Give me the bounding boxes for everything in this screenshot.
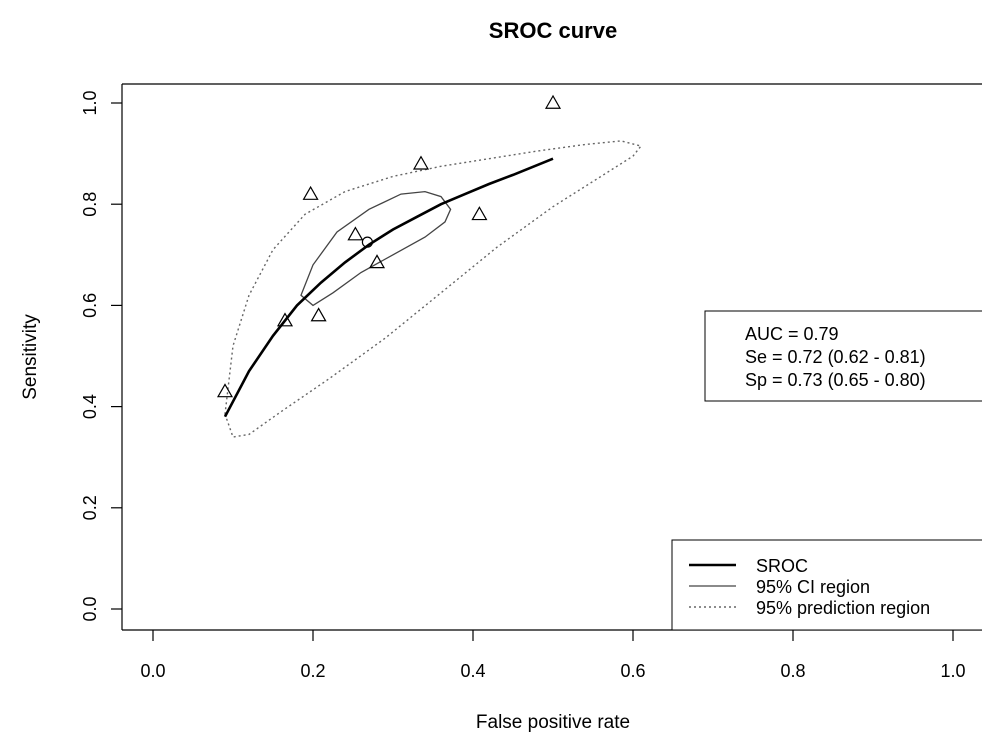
y-tick-label-2: 0.4 [80,394,100,419]
y-tick-label-0: 0.0 [80,596,100,621]
study-point-3 [310,307,327,322]
x-tick-label-0: 0.0 [140,661,165,681]
legend-frame [671,539,982,631]
study-point-8 [544,94,562,109]
study-point-0 [216,383,234,398]
y-axis: 0.0 0.2 0.4 0.6 0.8 1.0 [80,90,122,622]
stats-se: Se = 0.72 (0.62 - 0.81) [745,347,926,367]
x-tick-label-2: 0.4 [460,661,485,681]
legend-label-prediction: 95% prediction region [756,598,930,618]
stats-sp: Sp = 0.73 (0.65 - 0.80) [745,370,926,390]
chart-title: SROC curve [489,18,617,43]
legend-label-sroc: SROC [756,556,808,576]
study-point-7 [471,206,488,221]
x-axis-label: False positive rate [476,712,630,733]
x-axis: 0.0 0.2 0.4 0.6 0.8 1.0 [140,630,966,681]
study-point-1 [276,312,294,327]
stats-box-frame [704,310,982,402]
ci-region-line [300,190,452,307]
summary-point [361,236,373,248]
prediction-region-line [224,140,643,438]
y-axis-label: Sensitivity [20,314,41,400]
study-point-2 [302,185,319,200]
stats-box: AUC = 0.79 Se = 0.72 (0.62 - 0.81) Sp = … [704,310,982,402]
study-point-5 [368,254,386,269]
x-tick-label-5: 1.0 [940,661,965,681]
stats-auc: AUC = 0.79 [745,324,839,344]
study-point-6 [412,155,430,170]
study-point-4 [347,226,364,241]
legend-label-ci: 95% CI region [756,577,870,597]
sroc-curve-line [223,157,554,418]
y-tick-label-3: 0.6 [80,293,100,318]
x-tick-label-4: 0.8 [780,661,805,681]
regions [223,140,643,438]
x-tick-label-1: 0.2 [300,661,325,681]
x-tick-label-3: 0.6 [620,661,645,681]
y-tick-label-4: 0.8 [80,192,100,217]
y-tick-label-5: 1.0 [80,90,100,115]
legend: SROC 95% CI region 95% prediction region [671,539,982,631]
y-tick-label-1: 0.2 [80,495,100,520]
study-points [216,94,562,398]
